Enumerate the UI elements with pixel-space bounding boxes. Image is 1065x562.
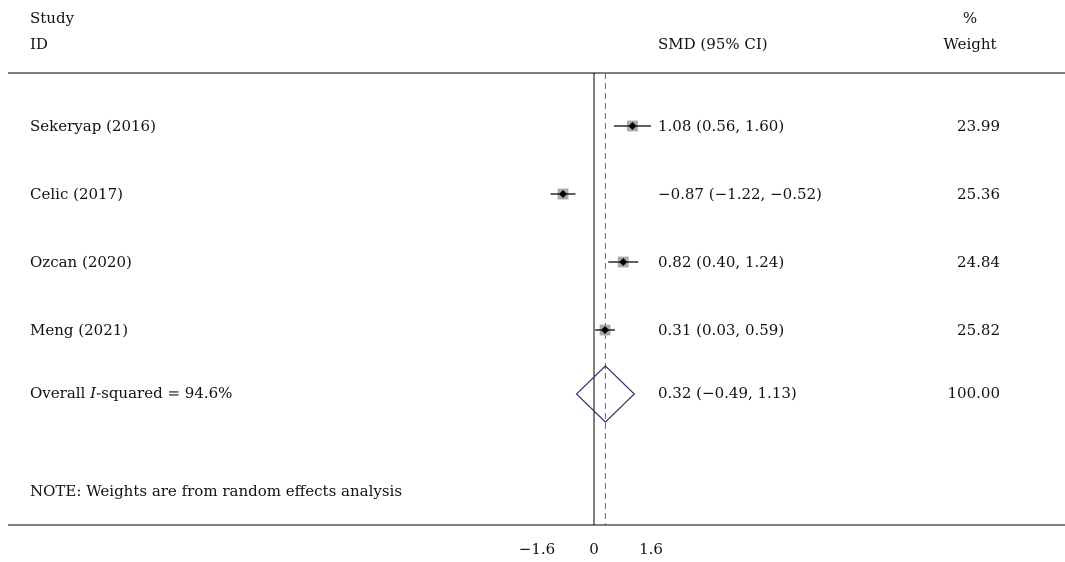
- study-row: Sekeryap (2016) 1.08 (0.56, 1.60) 23.99: [30, 117, 1000, 135]
- study-weight: 23.99: [957, 117, 1000, 135]
- study-label: Celic (2017): [30, 185, 123, 203]
- study-ci-text: 1.08 (0.56, 1.60): [658, 117, 784, 135]
- header-weight-percent: %: [963, 9, 977, 27]
- study-point-estimate: [619, 258, 628, 266]
- header-id: ID: [30, 35, 48, 53]
- header-study: Study: [30, 9, 75, 27]
- header-weight: Weight: [943, 35, 996, 53]
- overall-label-suffix: -squared = 94.6%: [96, 384, 232, 402]
- overall-label-prefix: Overall: [30, 384, 90, 402]
- x-tick-label: 0: [589, 540, 599, 558]
- study-ci-text: 0.31 (0.03, 0.59): [658, 321, 784, 339]
- overall-diamond: [575, 365, 636, 423]
- overall-label-italic: I: [89, 384, 97, 402]
- study-ci-text: −0.87 (−1.22, −0.52): [658, 185, 822, 203]
- study-label: Ozcan (2020): [30, 253, 132, 271]
- study-ci-text: 0.82 (0.40, 1.24): [658, 253, 784, 271]
- header-effect: SMD (95% CI): [658, 35, 768, 53]
- study-row: Ozcan (2020) 0.82 (0.40, 1.24) 24.84: [30, 253, 1000, 271]
- study-label: Sekeryap (2016): [30, 117, 156, 135]
- overall-ci-text: 0.32 (−0.49, 1.13): [658, 384, 797, 402]
- study-point-estimate: [628, 122, 637, 130]
- study-point-estimate: [559, 190, 568, 198]
- study-row: Celic (2017) −0.87 (−1.22, −0.52) 25.36: [30, 185, 1000, 203]
- study-label: Meng (2021): [30, 321, 128, 339]
- x-tick-label: 1.6: [639, 540, 663, 558]
- study-point-estimate: [601, 326, 610, 334]
- study-rows: Sekeryap (2016) 1.08 (0.56, 1.60) 23.99 Cel…: [30, 117, 1000, 339]
- note: NOTE: Weights are from random effects an…: [30, 482, 402, 500]
- x-tick-label: −1.6: [519, 540, 555, 558]
- study-weight: 25.36: [957, 185, 1000, 203]
- overall-weight: 100.00: [948, 384, 1001, 402]
- x-axis-ticks: −1.6 0 1.6: [519, 540, 663, 558]
- study-row: Meng (2021) 0.31 (0.03, 0.59) 25.82: [30, 321, 1000, 339]
- study-weight: 24.84: [957, 253, 1000, 271]
- overall-label: Overall I-squared = 94.6%: [30, 384, 232, 402]
- study-weight: 25.82: [957, 321, 1000, 339]
